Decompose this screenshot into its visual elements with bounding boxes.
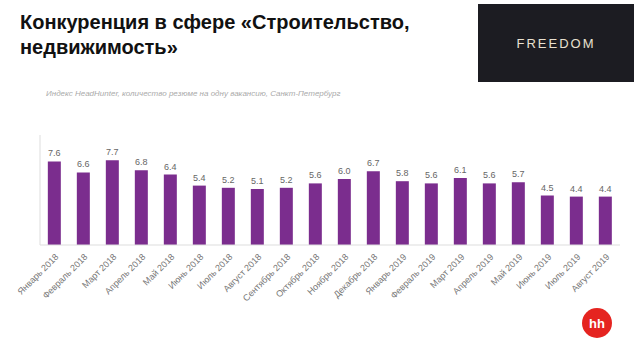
svg-text:Февраль 2018: Февраль 2018 xyxy=(41,252,90,301)
svg-text:Июль 2019: Июль 2019 xyxy=(543,251,583,292)
svg-text:6.1: 6.1 xyxy=(454,165,467,175)
svg-text:7.6: 7.6 xyxy=(48,148,61,158)
svg-text:Январь 2018: Январь 2018 xyxy=(15,251,61,297)
svg-text:Август 2019: Август 2019 xyxy=(569,252,611,294)
svg-text:Декабрь 2018: Декабрь 2018 xyxy=(331,251,380,300)
svg-text:5.2: 5.2 xyxy=(280,175,293,185)
svg-text:5.6: 5.6 xyxy=(425,170,438,180)
svg-text:Март 2019: Март 2019 xyxy=(428,251,467,291)
html-text:FREEDOM: FREEDOM xyxy=(516,35,596,51)
svg-text:Май 2019: Май 2019 xyxy=(489,251,525,288)
html-text:Индекс HeadHunter, количество: Индекс HeadHunter, количество резюме на … xyxy=(46,89,341,98)
svg-text:Июль 2018: Июль 2018 xyxy=(195,251,235,292)
html-text:Конкуренция в сфере «Строитель: Конкуренция в сфере «Строительство, недв… xyxy=(20,11,410,58)
svg-text:5.1: 5.1 xyxy=(251,176,264,186)
svg-text:Сентябрь 2018: Сентябрь 2018 xyxy=(240,251,293,304)
svg-text:5.4: 5.4 xyxy=(193,173,206,183)
svg-text:Январь 2019: Январь 2019 xyxy=(363,251,409,297)
svg-text:Июнь 2019: Июнь 2019 xyxy=(514,251,554,291)
svg-text:4.5: 4.5 xyxy=(541,183,554,193)
svg-text:6.6: 6.6 xyxy=(77,159,90,169)
svg-text:Май 2018: Май 2018 xyxy=(141,251,177,288)
svg-text:Октябрь 2018: Октябрь 2018 xyxy=(273,251,322,300)
svg-text:4.4: 4.4 xyxy=(570,184,583,194)
svg-text:Апрель 2019: Апрель 2019 xyxy=(451,252,496,297)
svg-text:4.4: 4.4 xyxy=(599,184,612,194)
svg-text:Ноябрь 2018: Ноябрь 2018 xyxy=(305,251,351,297)
html-text:hh: hh xyxy=(589,315,605,331)
svg-text:5.6: 5.6 xyxy=(483,170,496,180)
svg-text:5.6: 5.6 xyxy=(309,170,322,180)
svg-text:5.7: 5.7 xyxy=(512,169,525,179)
svg-text:7.7: 7.7 xyxy=(106,147,119,157)
svg-text:Февраль 2019: Февраль 2019 xyxy=(389,252,438,301)
svg-text:6.0: 6.0 xyxy=(338,166,351,176)
svg-text:6.7: 6.7 xyxy=(367,158,380,168)
svg-text:5.2: 5.2 xyxy=(222,175,235,185)
svg-text:5.8: 5.8 xyxy=(396,168,409,178)
svg-text:Июнь 2018: Июнь 2018 xyxy=(166,251,206,291)
svg-text:Апрель 2018: Апрель 2018 xyxy=(103,252,148,297)
svg-text:Март 2018: Март 2018 xyxy=(80,251,119,291)
svg-text:Август 2018: Август 2018 xyxy=(221,251,264,294)
svg-text:6.8: 6.8 xyxy=(135,157,148,167)
svg-text:6.4: 6.4 xyxy=(164,162,177,172)
